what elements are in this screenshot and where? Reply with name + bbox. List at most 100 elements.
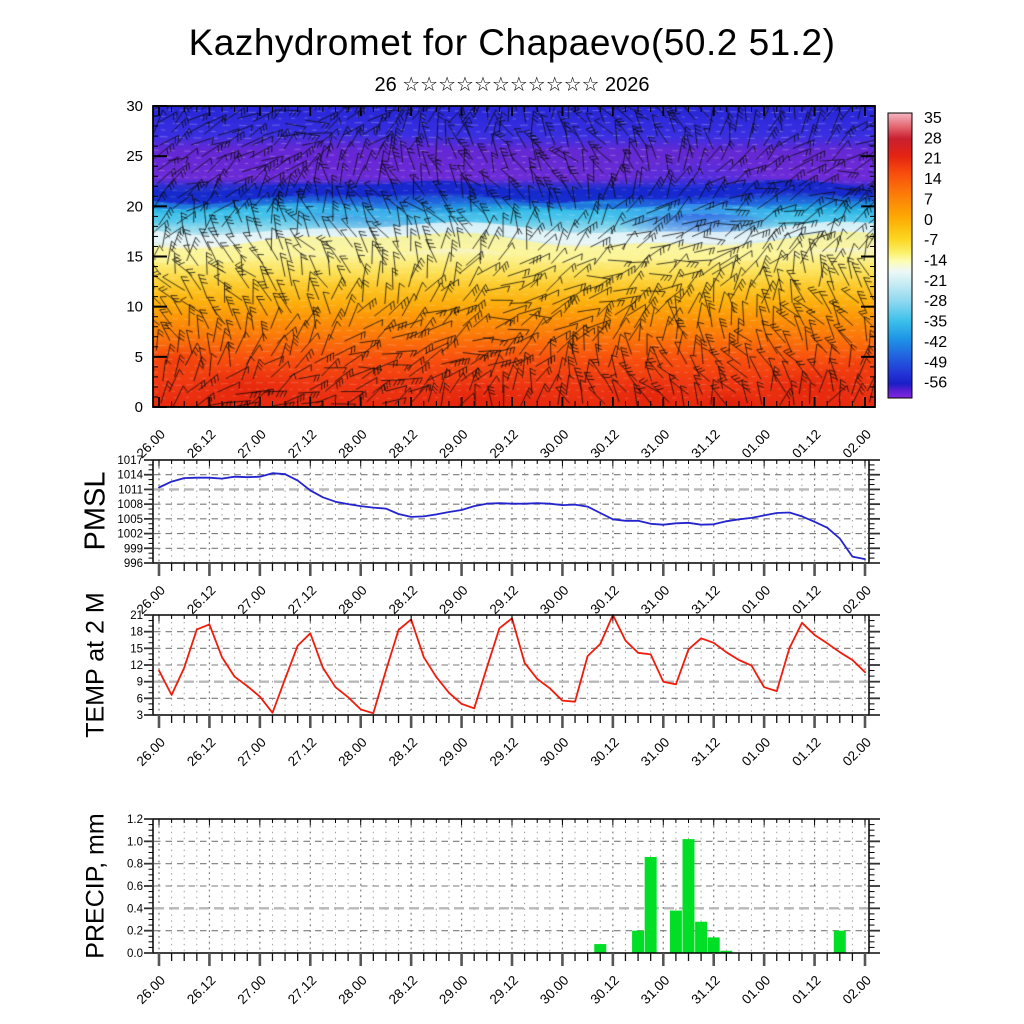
svg-text:26.00: 26.00: [134, 735, 169, 770]
svg-text:21: 21: [924, 151, 942, 168]
svg-text:29.12: 29.12: [487, 427, 522, 462]
svg-text:28.12: 28.12: [386, 735, 421, 770]
svg-text:-56: -56: [924, 375, 947, 392]
svg-text:20: 20: [126, 198, 143, 215]
svg-text:26.12: 26.12: [184, 583, 219, 618]
svg-text:28.00: 28.00: [335, 735, 370, 770]
svg-text:31.00: 31.00: [638, 973, 673, 1008]
svg-text:0.2: 0.2: [127, 926, 143, 938]
precip-panel: 0.0 0.2 0.4 0.6 0.8 1.0 1.2 26.00 26.12 27.00 27.1…: [127, 814, 880, 1007]
svg-text:0: 0: [135, 399, 143, 416]
svg-text:30.12: 30.12: [587, 427, 622, 462]
svg-text:30.00: 30.00: [537, 735, 572, 770]
svg-text:-21: -21: [924, 273, 947, 290]
precip-bar: [644, 856, 657, 953]
svg-text:27.12: 27.12: [285, 973, 320, 1008]
svg-text:31.00: 31.00: [638, 583, 673, 618]
svg-text:27.12: 27.12: [285, 427, 320, 462]
svg-text:30.00: 30.00: [537, 583, 572, 618]
svg-text:30.12: 30.12: [587, 973, 622, 1008]
svg-text:29.00: 29.00: [436, 427, 471, 462]
svg-text:-42: -42: [924, 334, 947, 351]
pmsl-series: [158, 472, 866, 560]
svg-text:-35: -35: [924, 314, 947, 331]
svg-text:26.12: 26.12: [184, 973, 219, 1008]
svg-text:28.12: 28.12: [386, 427, 421, 462]
svg-text:27.12: 27.12: [285, 735, 320, 770]
svg-text:1017: 1017: [117, 455, 143, 467]
svg-text:28.12: 28.12: [386, 973, 421, 1008]
svg-text:15: 15: [130, 643, 143, 655]
svg-text:01.12: 01.12: [789, 973, 824, 1008]
svg-text:-28: -28: [924, 293, 947, 310]
svg-text:18: 18: [130, 627, 143, 639]
colorbar: 35 28 21 14 7 0 -7 -14 -21 -28 -35 -42 -49 -56: [887, 110, 947, 399]
precip-bar: [695, 921, 708, 953]
svg-text:01.00: 01.00: [739, 973, 774, 1008]
svg-text:999: 999: [124, 543, 143, 555]
svg-text:26.12: 26.12: [184, 427, 219, 462]
svg-text:26.12: 26.12: [184, 735, 219, 770]
svg-text:28.00: 28.00: [335, 973, 370, 1008]
svg-text:-49: -49: [924, 354, 947, 371]
svg-text:9: 9: [137, 677, 143, 689]
svg-text:1002: 1002: [117, 529, 143, 541]
svg-text:1.0: 1.0: [127, 836, 143, 848]
svg-text:27.12: 27.12: [285, 583, 320, 618]
svg-text:02.00: 02.00: [840, 583, 875, 618]
svg-text:30: 30: [126, 98, 143, 115]
svg-text:29.12: 29.12: [487, 583, 522, 618]
svg-text:31.12: 31.12: [688, 973, 723, 1008]
svg-text:30.00: 30.00: [537, 427, 572, 462]
svg-text:15: 15: [126, 249, 143, 266]
precip-bar: [720, 950, 733, 953]
svg-text:02.00: 02.00: [840, 973, 875, 1008]
svg-text:02.00: 02.00: [840, 735, 875, 770]
svg-text:31.12: 31.12: [688, 735, 723, 770]
svg-text:30.00: 30.00: [537, 973, 572, 1008]
svg-text:27.00: 27.00: [234, 973, 269, 1008]
svg-text:-14: -14: [924, 253, 947, 270]
svg-text:1.2: 1.2: [127, 814, 143, 826]
svg-text:29.00: 29.00: [436, 735, 471, 770]
svg-text:996: 996: [124, 558, 143, 570]
svg-text:01.00: 01.00: [739, 427, 774, 462]
svg-text:25: 25: [126, 148, 143, 165]
date-subtitle: 26 ☆☆☆☆☆☆☆☆☆☆☆ 2026: [374, 74, 650, 96]
svg-text:30.12: 30.12: [587, 583, 622, 618]
svg-text:5: 5: [135, 349, 143, 366]
svg-text:6: 6: [137, 693, 143, 705]
svg-text:0.8: 0.8: [127, 859, 143, 871]
svg-text:01.00: 01.00: [739, 735, 774, 770]
svg-text:-7: -7: [924, 232, 938, 249]
precip-bar: [632, 930, 645, 953]
svg-text:31.12: 31.12: [688, 427, 723, 462]
svg-text:1005: 1005: [117, 514, 143, 526]
svg-text:0.0: 0.0: [127, 948, 143, 960]
precip-bar: [594, 944, 607, 953]
svg-text:27.00: 27.00: [234, 427, 269, 462]
svg-text:31.00: 31.00: [638, 427, 673, 462]
page-title: Kazhydromet for Chapaevo(50.2 51.2): [188, 22, 836, 63]
cross-section-plot: [153, 106, 875, 407]
svg-text:27.00: 27.00: [234, 583, 269, 618]
svg-text:14: 14: [924, 171, 942, 188]
svg-text:31.00: 31.00: [638, 735, 673, 770]
svg-text:30.12: 30.12: [587, 735, 622, 770]
svg-text:10: 10: [126, 299, 143, 316]
svg-text:0.6: 0.6: [127, 881, 143, 893]
svg-text:0.4: 0.4: [127, 903, 144, 915]
svg-text:01.00: 01.00: [739, 583, 774, 618]
svg-text:7: 7: [924, 191, 933, 208]
precip-bar: [707, 937, 720, 953]
svg-text:26.00: 26.00: [134, 973, 169, 1008]
svg-text:29.00: 29.00: [436, 973, 471, 1008]
precip-bar: [669, 910, 682, 953]
svg-text:31.12: 31.12: [688, 583, 723, 618]
precip-bar: [833, 930, 846, 953]
svg-text:02.00: 02.00: [840, 427, 875, 462]
svg-text:3: 3: [137, 710, 143, 722]
